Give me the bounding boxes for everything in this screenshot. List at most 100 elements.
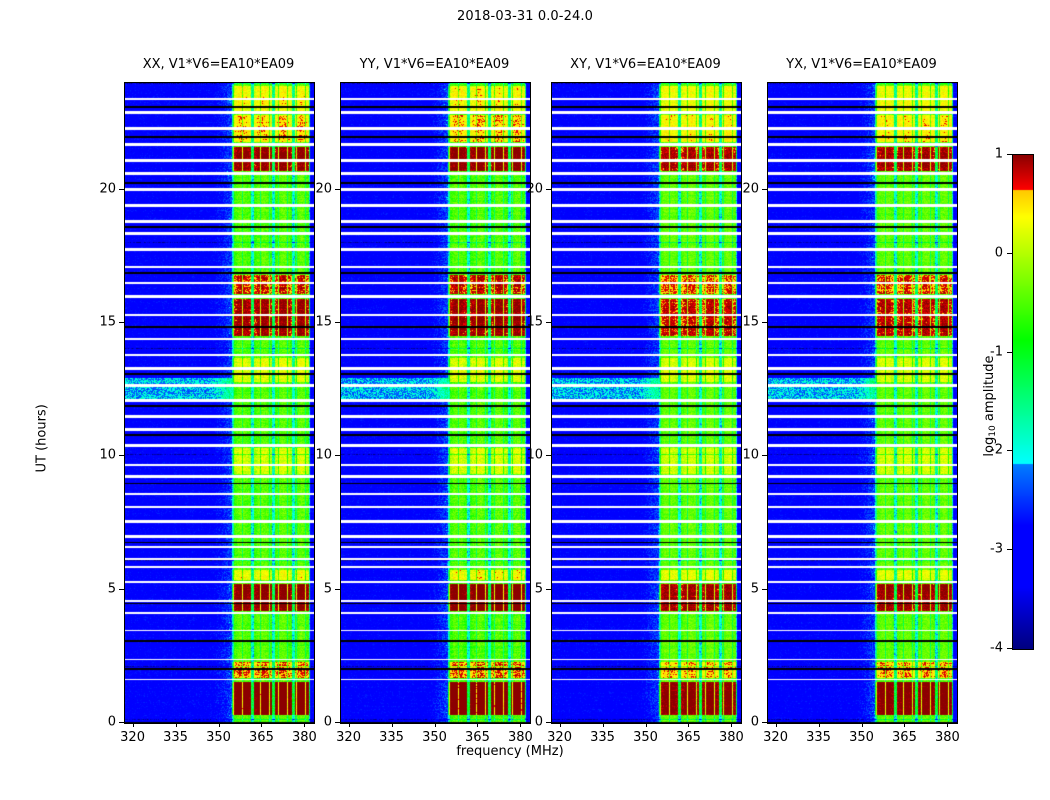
- colorbar-tick-label: -1: [990, 344, 1003, 360]
- colorbar-tick-label: 1: [994, 146, 1003, 162]
- panel-yy: YY, V1*V6=EA10*EA09: [340, 57, 531, 724]
- colorbar-tick-label: -4: [990, 640, 1003, 656]
- x-tick-mark: [904, 723, 906, 727]
- spectrogram-axes-xx[interactable]: [124, 82, 315, 724]
- colorbar-tick-mark: [1007, 154, 1012, 155]
- x-tick-label: 320: [120, 730, 145, 745]
- y-tick-label: 0: [750, 714, 759, 730]
- x-tick-label: 335: [379, 730, 404, 745]
- y-tick-label: 10: [99, 447, 116, 463]
- y-tick-label: 10: [315, 447, 332, 463]
- y-axis-label: UT (hours): [34, 404, 50, 473]
- x-tick-label: 380: [718, 730, 744, 745]
- x-tick-label: 350: [422, 730, 447, 745]
- y-tick-mark: [119, 588, 124, 590]
- x-tick-label: 320: [336, 730, 361, 745]
- x-tick-mark: [132, 723, 134, 727]
- y-tick-mark: [762, 722, 767, 723]
- colorbar-tick-mark: [1007, 450, 1012, 452]
- y-tick-label: 0: [534, 714, 543, 730]
- colorbar-label: log10 amplitude: [982, 326, 998, 486]
- x-tick-mark: [645, 723, 647, 727]
- x-tick-mark: [434, 723, 436, 727]
- y-tick-mark: [762, 455, 767, 457]
- x-tick-label: 350: [849, 730, 874, 745]
- x-tick-label: 380: [934, 730, 960, 745]
- x-tick-label: 380: [507, 730, 533, 745]
- x-tick-label: 335: [806, 730, 831, 745]
- x-tick-mark: [731, 723, 733, 727]
- y-tick-label: 20: [742, 181, 759, 197]
- x-tick-label: 320: [763, 730, 788, 745]
- y-tick-label: 10: [742, 447, 759, 463]
- x-tick-mark: [818, 723, 820, 727]
- y-tick-label: 15: [742, 314, 759, 330]
- panel-title-yy: YY, V1*V6=EA10*EA09: [359, 57, 510, 72]
- panel-yx: YX, V1*V6=EA10*EA09: [767, 57, 958, 724]
- figure-suptitle: 2018-03-31 0.0-24.0: [457, 9, 593, 24]
- y-tick-mark: [119, 322, 124, 323]
- x-tick-label: 320: [547, 730, 572, 745]
- y-tick-mark: [546, 722, 551, 723]
- y-tick-mark: [762, 188, 767, 190]
- y-tick-label: 20: [99, 181, 116, 197]
- y-tick-label: 0: [107, 714, 116, 730]
- x-tick-label: 350: [633, 730, 658, 745]
- colorbar-tick-mark: [1007, 252, 1012, 254]
- y-tick-mark: [335, 322, 340, 323]
- y-tick-mark: [335, 455, 340, 457]
- panel-title-xx: XX, V1*V6=EA10*EA09: [142, 57, 295, 72]
- y-tick-mark: [546, 322, 551, 323]
- spectrogram-axes-yx[interactable]: [767, 82, 958, 724]
- y-tick-label: 0: [323, 714, 332, 730]
- y-tick-label: 20: [526, 181, 543, 197]
- y-tick-mark: [546, 188, 551, 190]
- x-tick-mark: [775, 723, 777, 727]
- x-tick-mark: [391, 723, 393, 727]
- x-tick-mark: [520, 723, 522, 727]
- x-tick-mark: [304, 723, 306, 727]
- x-tick-label: 365: [249, 730, 274, 745]
- colorbar-tick-label: -2: [990, 442, 1003, 458]
- y-tick-label: 15: [526, 314, 543, 330]
- x-tick-label: 335: [163, 730, 188, 745]
- x-tick-mark: [477, 723, 479, 727]
- x-tick-mark: [348, 723, 350, 727]
- y-tick-label: 10: [526, 447, 543, 463]
- colorbar[interactable]: [1012, 154, 1034, 650]
- panel-title-xy: XY, V1*V6=EA10*EA09: [570, 57, 721, 72]
- panel-xy: XY, V1*V6=EA10*EA09: [551, 57, 742, 724]
- x-tick-mark: [688, 723, 690, 727]
- y-tick-label: 5: [750, 581, 759, 597]
- colorbar-label-tail: amplitude: [982, 355, 997, 426]
- x-tick-mark: [559, 723, 561, 727]
- colorbar-tick-label: -3: [990, 541, 1003, 557]
- y-tick-mark: [119, 455, 124, 457]
- x-tick-label: 335: [590, 730, 615, 745]
- colorbar-tick-mark: [1007, 648, 1012, 649]
- y-tick-mark: [335, 588, 340, 590]
- spectrogram-image-xx: [125, 83, 314, 723]
- y-tick-mark: [335, 722, 340, 723]
- x-tick-mark: [261, 723, 263, 727]
- x-tick-label: 365: [465, 730, 490, 745]
- colorbar-tick-label: 0: [994, 245, 1003, 261]
- colorbar-gradient: [1013, 155, 1033, 649]
- x-tick-label: 350: [206, 730, 231, 745]
- y-tick-mark: [335, 188, 340, 190]
- spectrogram-image-yx: [768, 83, 957, 723]
- x-tick-mark: [175, 723, 177, 727]
- spectrogram-axes-xy[interactable]: [551, 82, 742, 724]
- y-tick-mark: [762, 322, 767, 323]
- x-tick-mark: [218, 723, 220, 727]
- panel-title-yx: YX, V1*V6=EA10*EA09: [786, 57, 937, 72]
- colorbar-label-subscript: 10: [988, 425, 998, 437]
- x-tick-label: 365: [892, 730, 917, 745]
- spectrogram-image-xy: [552, 83, 741, 723]
- y-tick-label: 20: [315, 181, 332, 197]
- y-tick-mark: [762, 588, 767, 590]
- spectrogram-axes-yy[interactable]: [340, 82, 531, 724]
- y-tick-mark: [119, 188, 124, 190]
- y-tick-mark: [546, 455, 551, 457]
